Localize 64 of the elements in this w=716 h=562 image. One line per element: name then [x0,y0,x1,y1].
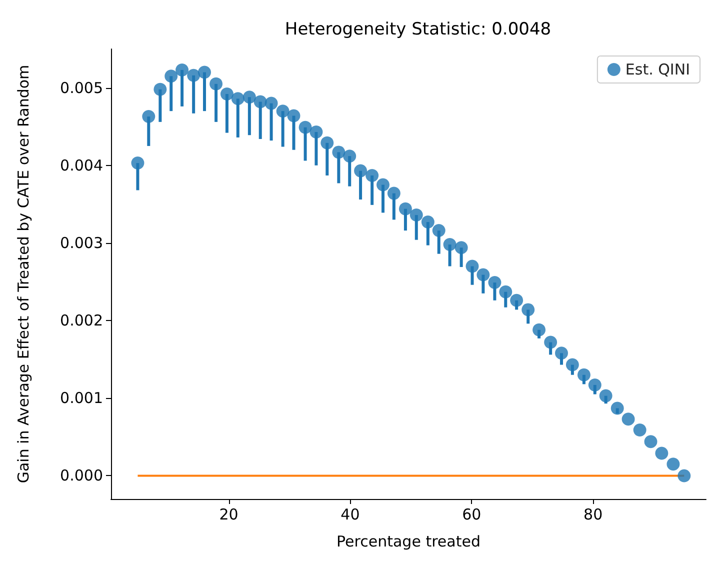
point [254,95,267,108]
point [577,368,590,382]
x-axis-title: Percentage treated [336,532,480,550]
point [443,238,456,252]
point [310,126,323,139]
point [343,150,356,163]
point [522,303,535,316]
point [476,268,490,282]
point [633,423,646,436]
point [210,77,223,90]
chart-title: Heterogeneity Statistic: 0.0048 [284,20,552,40]
point [376,178,390,192]
point [298,120,312,134]
point [231,92,244,106]
y-tick-label: 0.002 [60,312,103,330]
y-tick-label: 0.003 [60,234,103,252]
point [398,202,412,216]
point [220,88,234,100]
point [544,336,558,349]
point [610,402,624,415]
point [320,136,334,150]
point [555,346,568,360]
point [354,164,368,178]
point [588,378,602,392]
point [666,458,680,471]
point [332,146,346,159]
x-tick-label: 20 [219,506,238,524]
point [499,285,512,298]
x-tick-label: 80 [584,506,603,524]
point [187,68,200,82]
point [510,294,524,307]
point [599,389,612,402]
point [421,216,434,229]
point [410,208,423,222]
point [488,276,502,290]
point [432,224,446,238]
point [198,66,211,79]
point [366,168,379,182]
point [287,109,300,122]
point [532,323,546,336]
x-tick-label: 60 [462,506,482,524]
point [678,469,691,482]
point [387,186,400,200]
point [276,104,290,118]
point [154,82,167,96]
point [164,70,178,83]
point [454,241,468,254]
point [622,412,635,426]
x-tick-label: 40 [340,506,360,524]
point [566,358,579,372]
y-tick-label: 0.000 [60,466,103,485]
point [655,446,668,460]
legend-label: Est. QINI [625,60,690,78]
y-tick-label: 0.005 [60,78,103,97]
point [264,96,278,110]
point [176,63,189,76]
point [466,260,479,273]
point [131,156,144,170]
point [142,110,156,123]
y-tick-label: 0.004 [60,156,103,174]
point [644,435,658,448]
point [242,90,256,104]
y-tick-label: 0.001 [60,389,103,408]
y-axis-title: Gain in Average Effect of Treated by CATE over Random [14,64,32,484]
